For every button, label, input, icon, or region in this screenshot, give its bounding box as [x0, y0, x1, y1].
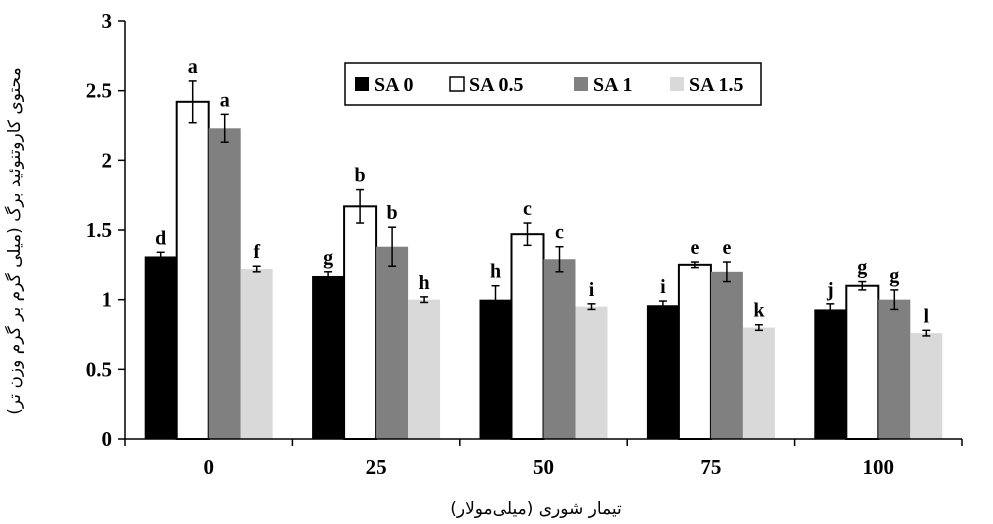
bar	[408, 299, 441, 439]
significance-letter: g	[323, 247, 333, 269]
significance-letter: g	[889, 265, 899, 287]
significance-letter: h	[490, 261, 501, 283]
legend: SA 0 SA 0.5 SA 1 SA 1.5	[344, 62, 762, 106]
legend-label: SA 1	[593, 74, 632, 96]
significance-letter: h	[419, 272, 430, 294]
y-tick-label: 1	[102, 288, 113, 312]
x-tick-label: 0	[203, 455, 214, 479]
significance-letter: c	[523, 198, 532, 220]
bar	[312, 275, 345, 439]
legend-box	[344, 62, 762, 106]
bar	[742, 327, 775, 439]
significance-letter: a	[220, 89, 230, 111]
legend-label: SA 0.5	[469, 74, 523, 96]
legend-swatch	[574, 77, 588, 91]
bar	[240, 269, 273, 439]
significance-letter: i	[660, 276, 666, 298]
significance-letter: g	[857, 257, 867, 279]
significance-letter: a	[188, 56, 198, 78]
significance-letter: f	[253, 241, 260, 263]
bar	[710, 271, 743, 439]
bar	[845, 284, 880, 440]
bar	[910, 333, 943, 439]
significance-letter: e	[690, 237, 699, 259]
significance-letter: j	[826, 279, 834, 301]
axes-layer	[118, 20, 963, 446]
significance-letter: d	[155, 227, 166, 249]
significance-letter: e	[722, 237, 731, 259]
x-tick-label: 25	[366, 455, 387, 479]
legend-label: SA 1.5	[689, 74, 743, 96]
bar	[208, 128, 241, 439]
bar	[878, 299, 911, 439]
x-tick-label: 100	[863, 455, 895, 479]
x-tick-label: 50	[533, 455, 554, 479]
bar	[175, 100, 210, 441]
bar	[677, 263, 712, 441]
x-tick-label: 75	[700, 455, 721, 479]
y-tick-label: 0	[102, 427, 113, 451]
significance-letter: k	[753, 300, 765, 322]
significance-letter: b	[387, 202, 398, 224]
bar	[646, 305, 679, 439]
bar	[510, 233, 545, 440]
legend-swatch	[670, 77, 684, 91]
y-tick-label: 0.5	[86, 357, 112, 381]
legend-swatch	[355, 77, 369, 91]
bar	[543, 259, 576, 439]
bar	[343, 205, 378, 440]
y-tick-label: 1.5	[86, 218, 112, 242]
y-tick-label: 2.5	[86, 79, 112, 103]
significance-letter: i	[589, 279, 595, 301]
y-tick-label: 3	[102, 9, 113, 33]
significance-letter: c	[555, 222, 564, 244]
x-axis-title: تیمار شوری (میلی‌مولار)	[450, 499, 622, 519]
significance-letter: b	[355, 165, 366, 187]
bar	[814, 309, 847, 439]
legend-swatch	[449, 76, 465, 92]
significance-letter: l	[924, 305, 930, 327]
bar	[479, 299, 512, 439]
bar	[144, 256, 177, 439]
bars-layer	[144, 80, 943, 441]
y-tick-label: 2	[102, 148, 113, 172]
y-axis-title: محتوی کاروتنوئید برگ (میلی گرم بر گرم وز…	[4, 67, 25, 414]
bar	[575, 306, 608, 439]
bar	[376, 246, 409, 439]
legend-label: SA 0	[374, 74, 413, 96]
